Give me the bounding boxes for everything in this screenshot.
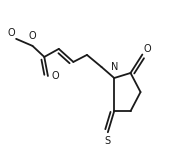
Text: O: O bbox=[52, 71, 59, 81]
Text: O: O bbox=[29, 31, 36, 41]
Text: O: O bbox=[144, 43, 151, 54]
Text: N: N bbox=[111, 62, 118, 72]
Text: O: O bbox=[8, 28, 15, 38]
Text: S: S bbox=[105, 136, 111, 146]
